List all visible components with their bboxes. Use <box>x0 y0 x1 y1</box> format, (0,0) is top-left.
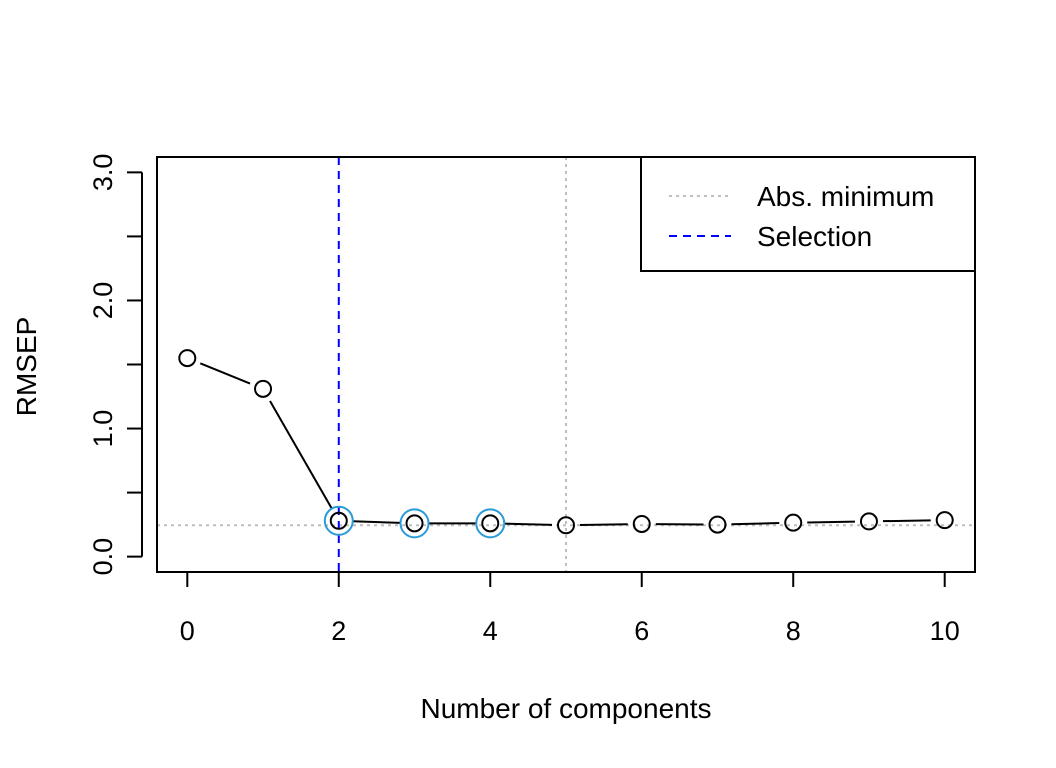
y-tick-label: 3.0 <box>88 154 118 192</box>
data-point <box>708 515 727 534</box>
x-tick-label: 10 <box>930 616 960 646</box>
series-segment <box>504 522 553 526</box>
data-point <box>329 511 348 530</box>
series-group <box>199 362 931 527</box>
data-point <box>859 512 878 531</box>
data-point <box>935 511 954 530</box>
series-segment <box>807 520 855 524</box>
series-segment <box>882 519 931 523</box>
x-axis: 0 2 4 6 8 10 <box>180 571 960 646</box>
series-segment <box>731 522 780 526</box>
legend-label-abs-minimum: Abs. minimum <box>757 181 934 212</box>
series-segment <box>199 362 251 385</box>
y-axis: 0.0 1.0 2.0 3.0 <box>88 154 143 576</box>
y-tick-label: 2.0 <box>88 282 118 320</box>
x-tick-label: 4 <box>483 616 498 646</box>
x-tick-label: 0 <box>180 616 195 646</box>
x-axis-title: Number of components <box>420 693 711 724</box>
highlight-ring <box>475 508 506 539</box>
highlight-ring <box>323 505 354 536</box>
data-point <box>632 514 651 533</box>
data-point <box>254 379 273 398</box>
y-tick-label: 0.0 <box>88 538 118 576</box>
series-segment <box>269 400 333 510</box>
abs-minimum-lines <box>157 157 975 572</box>
data-point <box>405 514 424 533</box>
data-point <box>481 514 500 533</box>
legend: Abs. minimum Selection <box>640 156 976 272</box>
y-tick-label: 1.0 <box>88 410 118 448</box>
x-tick-label: 8 <box>786 616 801 646</box>
series-segment <box>579 523 628 527</box>
legend-label-selection: Selection <box>757 221 872 252</box>
highlight-group <box>323 505 506 539</box>
data-point <box>557 516 575 535</box>
x-tick-label: 2 <box>331 616 346 646</box>
highlight-ring <box>399 508 430 539</box>
legend-box <box>640 156 976 272</box>
y-axis-title: RMSEP <box>11 317 42 417</box>
data-point <box>178 349 197 368</box>
points-group <box>178 349 954 535</box>
data-point <box>784 513 803 532</box>
series-segment <box>352 520 401 524</box>
x-tick-label: 6 <box>634 616 649 646</box>
